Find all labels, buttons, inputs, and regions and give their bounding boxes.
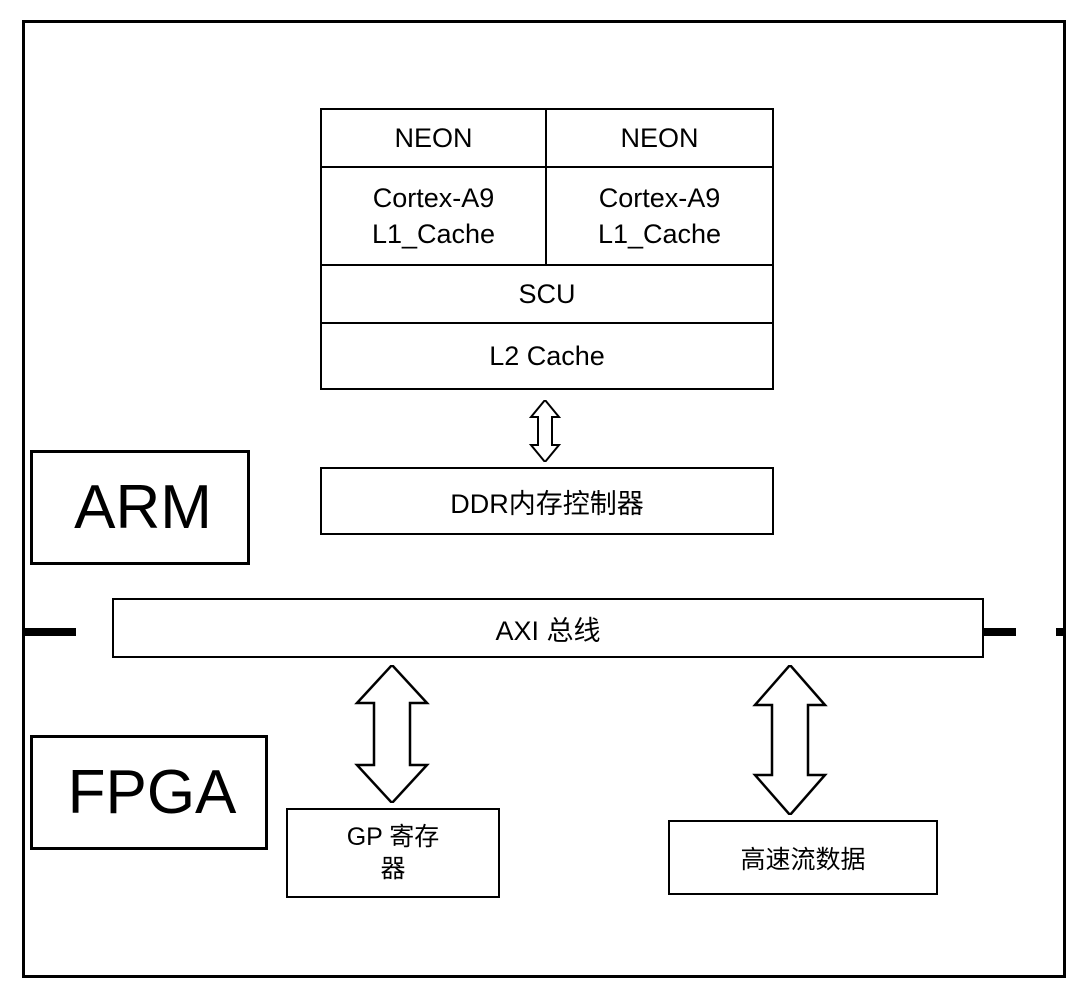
axi-bus-box: AXI 总线: [112, 598, 984, 658]
bidir-arrow-icon: [525, 400, 565, 462]
axi-text: AXI 总线: [495, 609, 600, 648]
gp-line2: 器: [347, 853, 440, 886]
fpga-region-label: FPGA: [30, 735, 268, 850]
ddr-controller-box: DDR内存控制器: [320, 467, 774, 535]
gp-register-box: GP 寄存 器: [286, 808, 500, 898]
cortex-left-cell: Cortex-A9 L1_Cache: [320, 166, 547, 266]
scu-text: SCU: [518, 279, 575, 310]
arm-text: ARM: [74, 472, 212, 543]
neon-right-cell: NEON: [545, 108, 774, 168]
ddr-text: DDR内存控制器: [450, 482, 644, 521]
fpga-text: FPGA: [68, 757, 237, 828]
bidir-arrow-icon: [352, 665, 432, 803]
hs-text: 高速流数据: [740, 840, 865, 876]
l2-text: L2 Cache: [489, 341, 605, 372]
cortex-left-line1: Cortex-A9: [372, 180, 495, 216]
gp-line1: GP 寄存: [347, 821, 440, 854]
bidir-arrow-icon: [750, 665, 830, 815]
cortex-left-line2: L1_Cache: [372, 216, 495, 252]
cortex-right-line1: Cortex-A9: [598, 180, 721, 216]
neon-right-text: NEON: [620, 123, 698, 154]
cortex-right-cell: Cortex-A9 L1_Cache: [545, 166, 774, 266]
scu-cell: SCU: [320, 264, 774, 324]
cortex-right-line2: L1_Cache: [598, 216, 721, 252]
neon-left-text: NEON: [394, 123, 472, 154]
arm-region-label: ARM: [30, 450, 250, 565]
neon-left-cell: NEON: [320, 108, 547, 168]
l2cache-cell: L2 Cache: [320, 322, 774, 390]
highspeed-stream-box: 高速流数据: [668, 820, 938, 895]
